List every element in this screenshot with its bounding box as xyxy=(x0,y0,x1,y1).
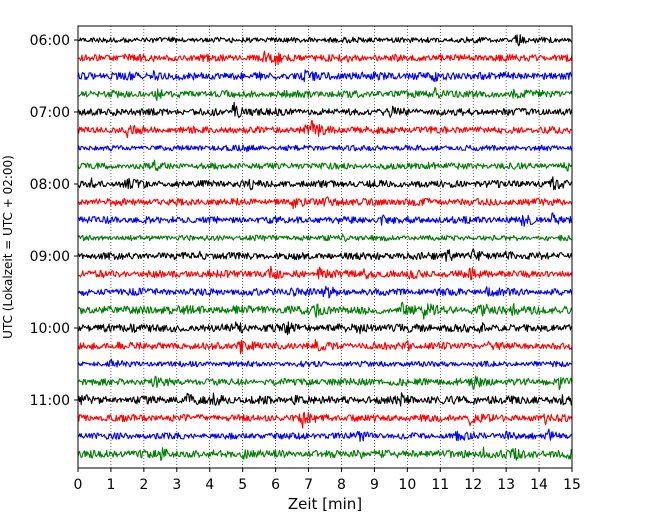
trace-0915 xyxy=(77,265,573,281)
x-tick-label: 0 xyxy=(74,477,83,493)
y-tick-label: 08:00 xyxy=(30,177,70,193)
y-tick-label: 11:00 xyxy=(30,393,70,409)
trace-0730 xyxy=(77,144,573,153)
y-axis: 06:00 07:00 08:00 09:00 10:00 11:00 xyxy=(30,33,78,409)
trace-0615 xyxy=(77,50,573,66)
y-tick-label: 09:00 xyxy=(30,249,70,265)
x-axis-label: Zeit [min] xyxy=(288,495,362,513)
trace-0815 xyxy=(77,196,573,210)
x-tick-label: 6 xyxy=(271,477,280,493)
x-tick-label: 5 xyxy=(238,477,247,493)
trace-0645 xyxy=(77,86,573,102)
x-tick-label: 7 xyxy=(304,477,313,493)
x-axis: 0 1 2 3 4 5 6 7 8 9 10 11 12 13 14 15 xyxy=(74,468,581,493)
x-tick-label: 4 xyxy=(205,477,214,493)
trace-0715 xyxy=(77,120,573,139)
y-axis-label: UTC (Lokalzeit = UTC + 02:00) xyxy=(1,155,15,339)
trace-0800 xyxy=(77,176,573,191)
x-tick-label: 3 xyxy=(172,477,181,493)
x-tick-label: 14 xyxy=(530,477,548,493)
seismic-traces xyxy=(77,34,573,462)
trace-0945 xyxy=(77,301,573,320)
trace-1000 xyxy=(77,321,573,336)
trace-0600 xyxy=(77,34,573,47)
trace-0630 xyxy=(77,69,573,83)
trace-1030 xyxy=(77,358,573,368)
x-tick-label: 12 xyxy=(464,477,482,493)
trace-1115 xyxy=(77,411,573,429)
trace-0845 xyxy=(77,233,573,242)
trace-1100 xyxy=(77,392,573,407)
trace-0900 xyxy=(77,248,573,262)
x-tick-label: 9 xyxy=(370,477,379,493)
trace-0830 xyxy=(77,212,573,227)
trace-0745 xyxy=(77,159,573,172)
y-tick-label: 06:00 xyxy=(30,33,70,49)
x-tick-label: 1 xyxy=(106,477,115,493)
trace-1130 xyxy=(77,428,573,443)
trace-1015 xyxy=(77,338,573,355)
x-tick-label: 15 xyxy=(563,477,581,493)
plot-frame xyxy=(77,25,573,469)
x-tick-label: 13 xyxy=(497,477,515,493)
y-tick-label: 07:00 xyxy=(30,105,70,121)
trace-1045 xyxy=(77,375,573,391)
x-tick-label: 10 xyxy=(398,477,416,493)
trace-1145 xyxy=(77,446,573,462)
x-tick-label: 11 xyxy=(431,477,449,493)
y-tick-label: 10:00 xyxy=(30,321,70,337)
trace-0930 xyxy=(77,285,573,299)
trace-0700 xyxy=(77,101,573,119)
x-tick-label: 8 xyxy=(337,477,346,493)
x-tick-label: 2 xyxy=(139,477,148,493)
